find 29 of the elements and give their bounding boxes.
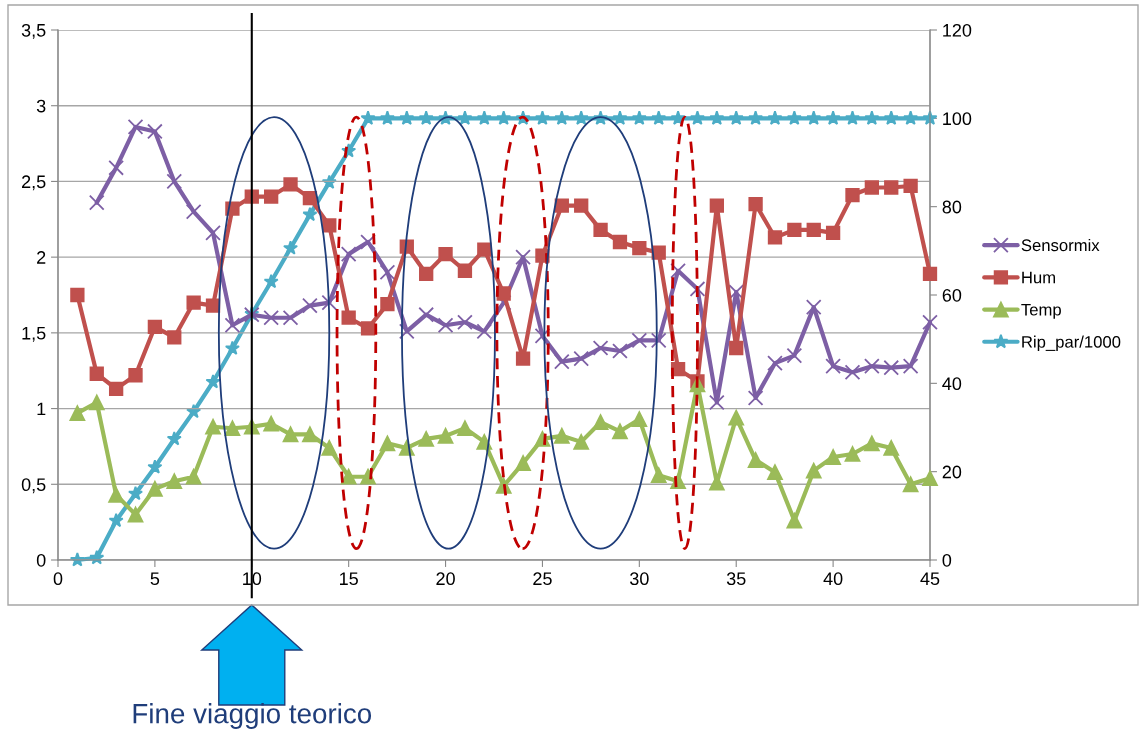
y2-tick-label: 40 (942, 377, 962, 391)
x-tick-label: 40 (823, 572, 843, 586)
legend-label: Hum (1022, 271, 1055, 284)
y-tick-label: 3,5 (21, 23, 46, 39)
y2-tick-label: 100 (943, 112, 972, 126)
y-tick-label: 3 (36, 99, 46, 113)
x-tick-label: 30 (629, 572, 649, 586)
y2-tick-label: 60 (942, 288, 962, 302)
legend-label: Temp (1021, 303, 1061, 319)
legend-label: Sensormix (1021, 238, 1100, 252)
y-tick-label: 2 (37, 251, 46, 264)
x-tick-label: 25 (533, 572, 552, 586)
legend-label: Rip_par/1000 (1022, 335, 1121, 352)
x-tick-label: 5 (150, 572, 160, 586)
x-tick-label: 45 (920, 572, 940, 586)
y2-tick-label: 120 (943, 23, 972, 37)
x-tick-label: 20 (436, 572, 455, 586)
y2-tick-label: 20 (942, 465, 962, 479)
y-tick-label: 1 (37, 402, 46, 416)
y2-tick-label: 80 (942, 200, 962, 214)
text: Fine viaggio teorico (133, 703, 372, 729)
x-tick-label: 0 (53, 572, 63, 586)
x-tick-label: 35 (726, 572, 746, 586)
y-tick-label: 1,5 (22, 326, 46, 342)
x-tick-label: 15 (340, 572, 358, 586)
y-tick-label: 2,5 (22, 175, 46, 191)
y2-tick-label: 0 (942, 553, 952, 567)
y-tick-label: 0,5 (21, 478, 46, 494)
y-tick-label: 0 (36, 553, 46, 567)
